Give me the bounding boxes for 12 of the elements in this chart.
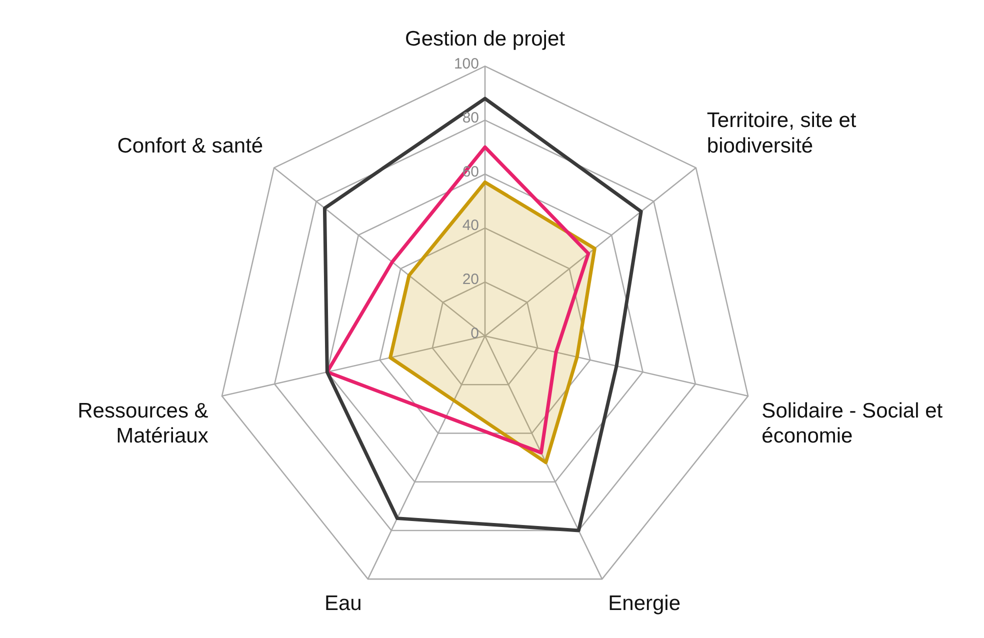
spoke-label: Territoire, site et biodiversité (706, 109, 856, 158)
spoke-label: Ressources & Matériaux (78, 400, 209, 448)
y-tick-label: 80 (462, 109, 479, 126)
spoke-label: Solidaire - Social et économie (762, 400, 943, 448)
spoke-label: Eau (324, 592, 362, 616)
y-tick-label: 100 (454, 55, 479, 72)
y-tick-label: 0 (470, 325, 479, 342)
spoke-label: Energie (608, 592, 681, 616)
y-tick-label: 20 (462, 271, 479, 288)
spoke-label: Gestion de projet (405, 27, 566, 50)
y-tick-label: 40 (462, 217, 479, 234)
spoke-label: Confort & santé (117, 134, 264, 158)
